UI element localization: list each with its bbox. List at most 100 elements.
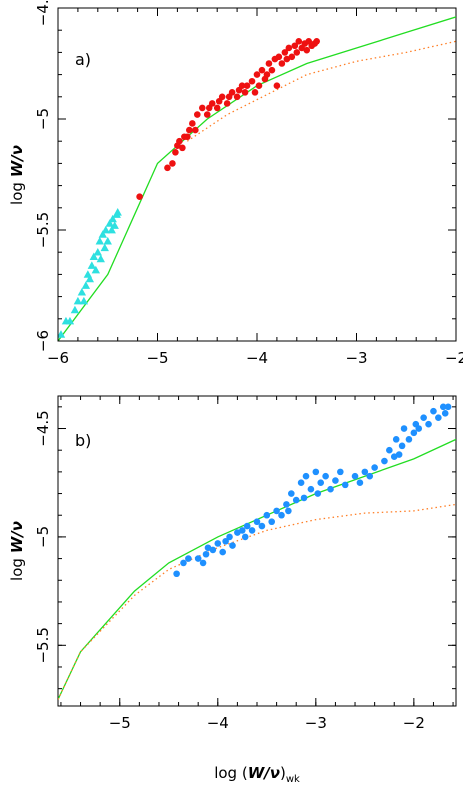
y-tick-label: −4.5 [34, 0, 52, 26]
data-point [194, 555, 202, 562]
data-point [179, 144, 186, 152]
data-point [164, 164, 171, 172]
data-point [302, 472, 310, 480]
data-point-triangle [108, 214, 117, 223]
data-point [283, 501, 290, 508]
data-point [400, 425, 408, 432]
data-point [214, 540, 222, 547]
data-point [285, 44, 293, 52]
data-point [208, 100, 216, 107]
data-point [420, 414, 427, 421]
data-point-triangle [73, 296, 83, 305]
y-tick-label: −6 [34, 330, 52, 352]
data-point [392, 436, 400, 443]
data-point [136, 193, 143, 200]
data-point [222, 537, 229, 545]
data-point-triangle [79, 296, 89, 305]
data-point [313, 38, 321, 45]
data-point [327, 485, 334, 493]
data-point [307, 485, 315, 493]
data-point [248, 527, 256, 534]
data-point [288, 490, 295, 497]
data-point [351, 472, 359, 480]
data-point [441, 410, 449, 417]
data-point [278, 60, 286, 67]
data-point-triangle [70, 305, 80, 314]
data-point [435, 414, 442, 421]
solid-model-line [58, 16, 456, 341]
data-point-triangle [103, 236, 112, 245]
data-point [202, 550, 210, 558]
data-point [213, 104, 221, 112]
data-point [410, 429, 418, 437]
x-tick-label: −5 [109, 714, 131, 732]
data-point [285, 507, 292, 515]
data-point [189, 120, 196, 127]
data-point-triangle [95, 236, 104, 245]
data-point-triangle [107, 225, 116, 234]
data-point [268, 518, 276, 526]
data-point-triangle [98, 230, 107, 238]
data-point [278, 511, 285, 519]
y-tick-label: −4.5 [34, 410, 52, 446]
x-tick-label: −2 [403, 714, 425, 732]
data-point [395, 451, 403, 458]
data-point-triangle [85, 274, 95, 283]
panel-b-chart: −5 −4 −3 −2 −5.5 −5 −4.5 b) log W/ν log (W/ν)w… [8, 395, 457, 785]
data-point [253, 518, 261, 526]
data-point [192, 126, 199, 134]
data-point-triangle [81, 281, 91, 289]
panel-a-label: a) [75, 50, 91, 69]
data-point [314, 490, 322, 497]
data-point [303, 46, 311, 54]
data-point [439, 403, 447, 411]
data-point [172, 149, 179, 156]
data-point-triangle [100, 243, 109, 252]
data-point [219, 548, 226, 556]
data-point [258, 522, 266, 530]
x-tick-label: −4 [246, 349, 268, 367]
data-point [233, 93, 241, 101]
data-point [268, 66, 276, 74]
dotted-model-line [58, 503, 456, 700]
data-point [255, 82, 263, 89]
data-point [312, 468, 320, 476]
data-point [356, 479, 364, 487]
data-point [223, 100, 231, 107]
data-point [386, 446, 393, 454]
data-point [184, 133, 191, 141]
data-point-triangle [110, 221, 119, 229]
data-point-triangle [89, 252, 99, 260]
data-point [381, 457, 388, 465]
data-point-triangle [87, 261, 97, 269]
data-point-triangle [65, 316, 75, 325]
data-point [238, 527, 246, 534]
data-point [226, 533, 233, 541]
x-tick-label: −3 [305, 714, 327, 732]
data-point [176, 137, 183, 145]
data-point [341, 481, 349, 489]
data-point-triangle [93, 248, 102, 256]
panel-b-label: b) [75, 431, 91, 450]
x-tick-label: −4 [207, 714, 229, 732]
data-point [322, 472, 329, 480]
data-point [241, 89, 249, 96]
data-point [186, 126, 193, 134]
data-point [371, 464, 378, 471]
data-point [297, 479, 305, 487]
data-point [253, 71, 261, 78]
data-point [194, 111, 201, 118]
x-tick-label: −2 [445, 349, 463, 367]
data-point [251, 89, 259, 96]
data-point [283, 55, 291, 63]
panel-a-ticks: −6 −5 −4 −3 −2 −6 −5.5 −5 −4.5 [34, 0, 463, 367]
y-tick-label: −5 [34, 526, 52, 548]
data-point [366, 472, 374, 480]
data-point-triangle [58, 330, 66, 338]
x-tick-label: −3 [345, 349, 367, 367]
data-point [263, 71, 271, 78]
data-point [361, 468, 369, 476]
panel-a-series [58, 16, 456, 341]
data-point [241, 533, 249, 541]
